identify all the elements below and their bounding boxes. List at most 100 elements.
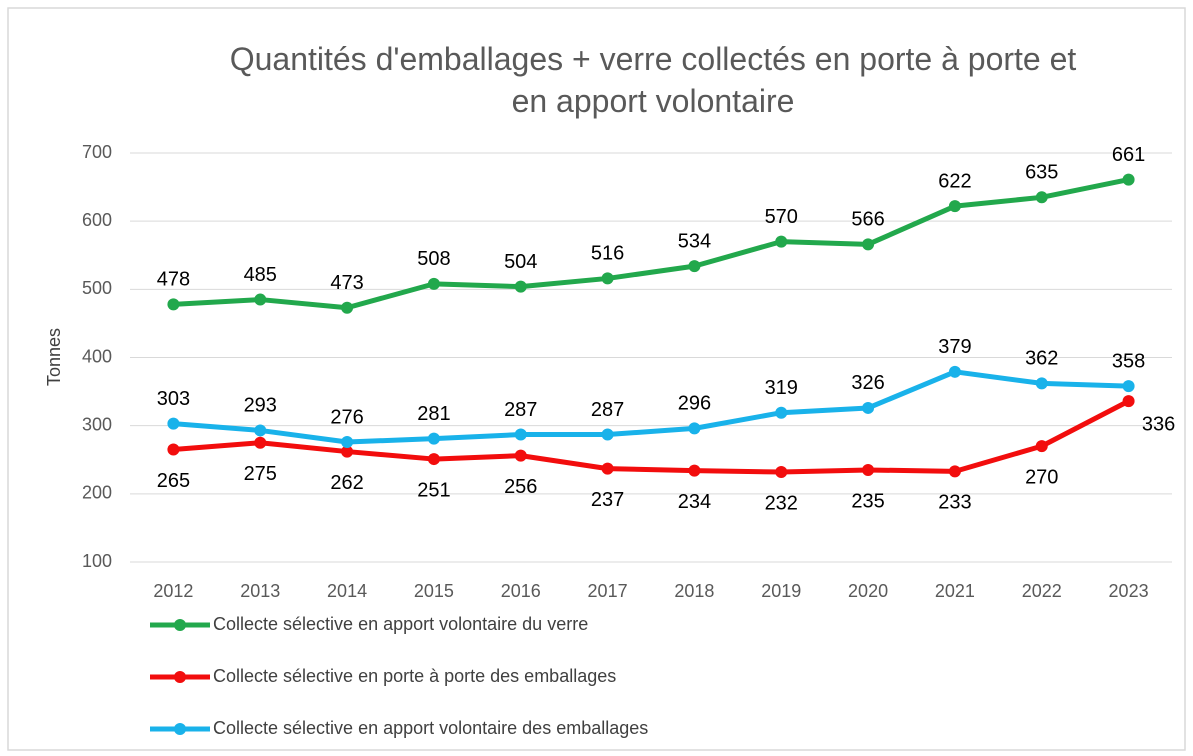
data-point	[167, 443, 180, 456]
data-label: 276	[330, 406, 363, 428]
y-tick-label: 100	[82, 551, 112, 571]
chart-title: Quantités d'emballages + verre collectés…	[230, 41, 1077, 119]
data-point	[167, 298, 180, 311]
data-point	[775, 235, 788, 248]
data-point	[688, 464, 701, 477]
data-label: 478	[157, 269, 190, 291]
data-label: 234	[678, 491, 711, 513]
data-point	[601, 272, 614, 285]
data-label: 326	[851, 372, 884, 394]
data-point	[948, 465, 961, 478]
data-point	[341, 301, 354, 314]
data-label: 661	[1112, 144, 1145, 166]
data-label: 379	[938, 336, 971, 358]
data-label: 287	[504, 399, 537, 421]
y-tick-label: 700	[82, 142, 112, 162]
data-point	[862, 238, 875, 251]
data-point	[948, 365, 961, 378]
data-point	[862, 463, 875, 476]
legend-marker	[174, 723, 186, 735]
data-label: 235	[851, 490, 884, 512]
y-tick-label: 500	[82, 278, 112, 298]
data-point	[254, 293, 267, 306]
data-label: 485	[244, 264, 277, 286]
data-label: 233	[938, 492, 971, 514]
legend-marker	[174, 671, 186, 683]
y-tick-label: 200	[82, 483, 112, 503]
data-label: 508	[417, 248, 450, 270]
legend-label: Collecte sélective en porte à porte des …	[213, 666, 616, 686]
data-label: 504	[504, 251, 537, 273]
data-point	[1035, 377, 1048, 390]
data-point	[775, 406, 788, 419]
x-tick-label: 2023	[1109, 581, 1149, 601]
data-point	[254, 424, 267, 437]
y-axis-label: Tonnes	[44, 328, 64, 386]
data-point	[862, 401, 875, 414]
data-label: 275	[244, 463, 277, 485]
data-point	[1035, 440, 1048, 453]
legend-marker	[174, 619, 186, 631]
y-tick-label: 300	[82, 414, 112, 434]
data-point	[1122, 380, 1135, 393]
series-line	[173, 177, 1130, 311]
data-point	[688, 422, 701, 435]
data-point	[514, 428, 527, 441]
data-point	[948, 200, 961, 213]
y-tick-label: 600	[82, 210, 112, 230]
data-label: 358	[1112, 350, 1145, 372]
data-point	[514, 280, 527, 293]
data-point	[601, 462, 614, 475]
data-label: 635	[1025, 162, 1058, 184]
data-label: 622	[938, 170, 971, 192]
data-point	[341, 445, 354, 458]
data-point	[427, 453, 440, 466]
data-label: 262	[330, 472, 363, 494]
data-point	[1122, 173, 1135, 186]
legend-label: Collecte sélective en apport volontaire …	[213, 614, 588, 634]
data-label: 516	[591, 243, 624, 265]
data-point	[601, 428, 614, 441]
x-tick-label: 2013	[240, 581, 280, 601]
series-line	[173, 369, 1129, 445]
data-label: 570	[765, 206, 798, 228]
x-tick-label: 2018	[674, 581, 714, 601]
data-label: 566	[851, 209, 884, 231]
data-label: 287	[591, 399, 624, 421]
data-point	[1035, 191, 1048, 204]
y-tick-label: 400	[82, 346, 112, 366]
x-tick-label: 2020	[848, 581, 888, 601]
x-tick-label: 2017	[588, 581, 628, 601]
data-point	[167, 417, 180, 430]
x-tick-label: 2015	[414, 581, 454, 601]
x-tick-label: 2021	[935, 581, 975, 601]
data-label: 251	[417, 479, 450, 501]
data-label: 270	[1025, 466, 1058, 488]
data-label: 303	[157, 388, 190, 410]
data-point	[427, 432, 440, 445]
x-tick-label: 2016	[501, 581, 541, 601]
data-point	[514, 449, 527, 462]
data-label: 473	[330, 272, 363, 294]
data-point	[427, 277, 440, 290]
data-label: 296	[678, 393, 711, 415]
data-label: 256	[504, 476, 537, 498]
legend-label: Collecte sélective en apport volontaire …	[213, 718, 648, 738]
x-tick-label: 2012	[153, 581, 193, 601]
data-label: 534	[678, 230, 711, 252]
x-tick-label: 2019	[761, 581, 801, 601]
data-label: 281	[417, 403, 450, 425]
data-label: 362	[1025, 348, 1058, 370]
data-label: 336	[1142, 413, 1175, 435]
data-label: 232	[765, 492, 798, 514]
data-label: 237	[591, 489, 624, 511]
data-label: 293	[244, 395, 277, 417]
data-point	[341, 436, 354, 449]
x-tick-label: 2022	[1022, 581, 1062, 601]
data-point	[775, 466, 788, 479]
data-point	[1122, 395, 1135, 408]
data-point	[254, 436, 267, 449]
data-label: 265	[157, 470, 190, 492]
series-line	[173, 398, 1130, 475]
